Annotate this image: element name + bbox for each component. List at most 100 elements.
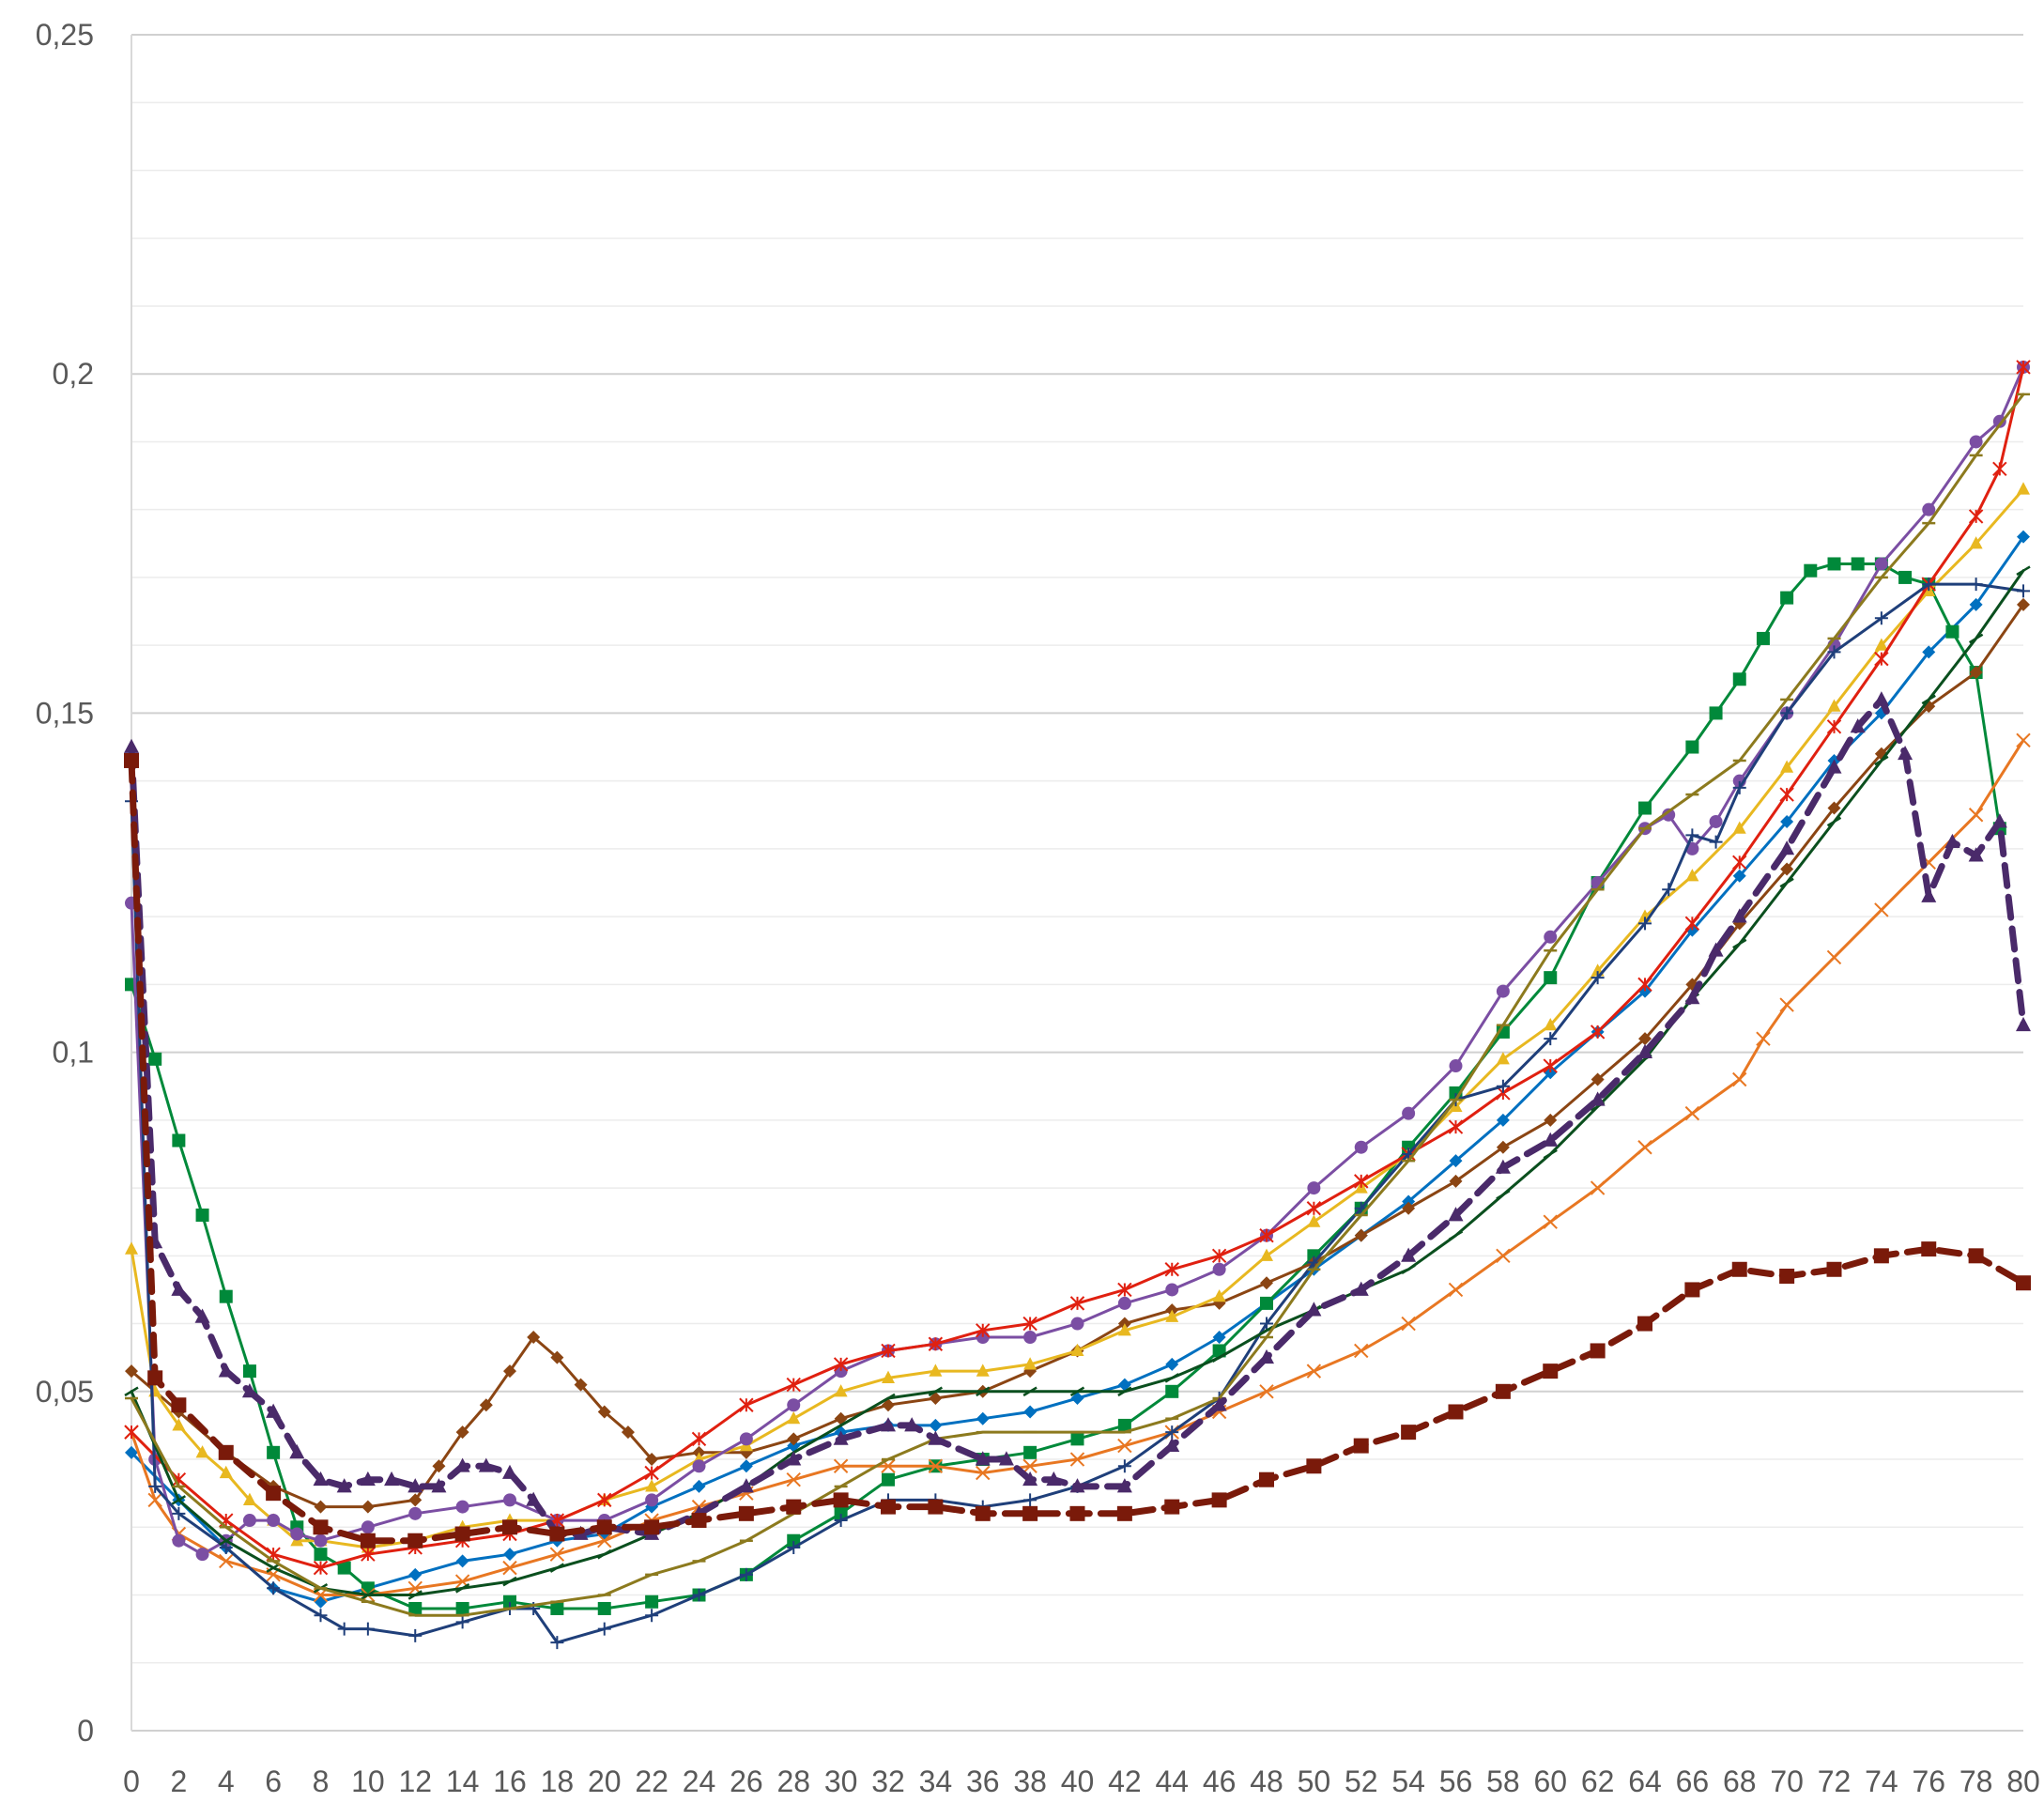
data-point [147,1492,162,1508]
x-tick-label: 42 [1108,1764,1142,1798]
data-point [289,1444,305,1459]
data-point [479,1398,493,1412]
data-point [1826,1261,1842,1277]
data-point [384,1471,400,1487]
data-point [337,1561,351,1575]
data-point [407,1478,423,1493]
series-line [128,696,2027,1537]
data-point [124,752,139,768]
x-tick-label: 0 [123,1764,140,1798]
data-point [1306,1458,1322,1474]
data-point [1544,1018,1558,1031]
data-point [882,1472,895,1487]
data-point [1117,1378,1131,1392]
data-point [1685,869,1699,882]
data-point [1732,672,1746,686]
data-point [833,1492,849,1508]
data-point [1165,1384,1179,1398]
data-point [1780,591,1794,605]
data-point [242,1514,256,1528]
data-point [1921,1241,1937,1257]
data-point [1638,1032,1652,1046]
data-point [1827,699,1841,712]
data-point [1544,1113,1558,1127]
data-point [360,1533,376,1548]
data-point [739,1432,753,1446]
series-line [130,487,2025,1549]
data-point [1732,855,1747,870]
data-point [1212,1262,1226,1276]
data-point [1638,917,1652,931]
data-point [218,1444,234,1460]
x-tick-label: 22 [635,1764,669,1798]
data-point [1544,1032,1558,1046]
data-point [786,1472,801,1487]
data-point [1968,847,1984,862]
data-point [1992,461,2007,477]
data-point [1851,557,1865,571]
data-point [313,1560,329,1576]
data-point [219,1465,233,1479]
data-point [314,1533,328,1548]
data-point [1543,1214,1558,1229]
data-point [976,1364,990,1377]
data-point [621,1425,635,1440]
data-point [1069,1505,1085,1521]
y-tick-label: 0,05 [36,1375,94,1409]
data-point [786,1451,802,1466]
data-point [1022,1386,1037,1397]
data-point [147,1370,163,1386]
data-point [337,1622,351,1636]
data-point [219,1535,234,1547]
data-point [1922,645,1936,659]
data-point [219,1553,234,1569]
data-point [881,1393,896,1404]
data-point [2016,1275,2031,1291]
data-point [1662,883,1676,897]
data-point [148,1052,162,1066]
data-point [1402,1194,1416,1209]
data-point [478,1457,494,1472]
data-point [266,1403,282,1418]
data-point [454,1583,470,1594]
series-line [128,757,2027,1545]
data-point [1709,814,1723,828]
data-point [1211,1352,1227,1363]
series-4 [125,597,2030,1514]
series-line [130,365,2025,1556]
data-point [455,1554,469,1568]
data-point [882,1398,895,1412]
data-point [502,1464,517,1479]
data-point [1826,949,1842,965]
data-point [454,1526,470,1542]
data-point [549,1563,565,1573]
data-point [1401,1425,1417,1441]
data-point [1638,801,1652,815]
data-point [549,1526,565,1542]
x-tick-label: 28 [776,1764,810,1798]
data-point [455,1500,469,1514]
gridlines [131,34,2023,1732]
data-point [1898,570,1913,584]
data-point [881,1417,896,1432]
data-point [502,1560,517,1576]
data-point [1543,1364,1559,1379]
data-point [550,1636,564,1650]
data-point [124,1425,139,1440]
data-point [218,1363,234,1378]
data-point [692,1479,706,1493]
data-point [1449,1154,1463,1168]
data-point [1211,1396,1227,1411]
data-point [1402,1201,1416,1215]
data-point [1117,1386,1132,1397]
data-point [1069,1386,1085,1397]
data-point [834,1384,848,1397]
y-tick-label: 0,1 [53,1036,94,1070]
y-tick-label: 0,15 [36,696,94,730]
data-point [171,1281,187,1296]
data-point [1826,719,1842,734]
data-point [739,1459,753,1473]
data-point [881,1343,896,1359]
data-point [1117,1282,1132,1298]
x-tick-label: 10 [351,1764,385,1798]
